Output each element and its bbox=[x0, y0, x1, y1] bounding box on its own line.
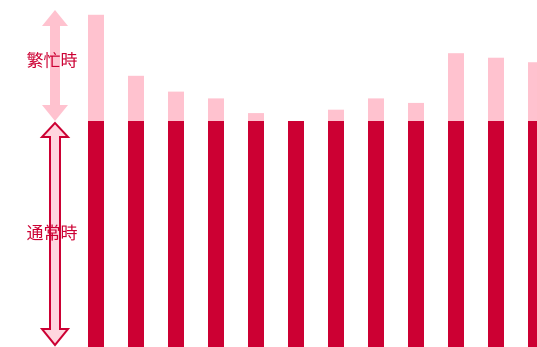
busy-arrow bbox=[42, 10, 68, 121]
legend-label: 通常時 bbox=[27, 224, 78, 244]
bar-segment bbox=[528, 62, 537, 121]
bar-segment bbox=[248, 121, 264, 347]
legend-label: 繁忙時 bbox=[27, 52, 78, 72]
bar-segment bbox=[288, 121, 304, 347]
bar-segment bbox=[88, 14, 104, 122]
bar-segment bbox=[488, 57, 504, 121]
bar-segment bbox=[328, 121, 344, 347]
bar-segment bbox=[448, 53, 464, 122]
normal-arrow bbox=[39, 121, 71, 347]
bar-segment bbox=[88, 121, 104, 347]
bar-segment bbox=[168, 91, 184, 121]
bar-segment bbox=[208, 98, 224, 121]
bar-segment bbox=[128, 121, 144, 347]
bar-segment bbox=[248, 113, 264, 121]
bar-segment bbox=[168, 121, 184, 347]
bar-segment bbox=[128, 75, 144, 121]
bar-segment bbox=[408, 102, 424, 121]
bar-segment bbox=[448, 121, 464, 347]
bar-segment bbox=[368, 121, 384, 347]
bar-segment bbox=[368, 98, 384, 121]
bar-segment bbox=[488, 121, 504, 347]
bar-segment bbox=[328, 109, 344, 121]
bar-segment bbox=[208, 121, 224, 347]
bar-segment bbox=[408, 121, 424, 347]
bar-segment bbox=[528, 121, 537, 347]
arrows bbox=[39, 10, 71, 347]
